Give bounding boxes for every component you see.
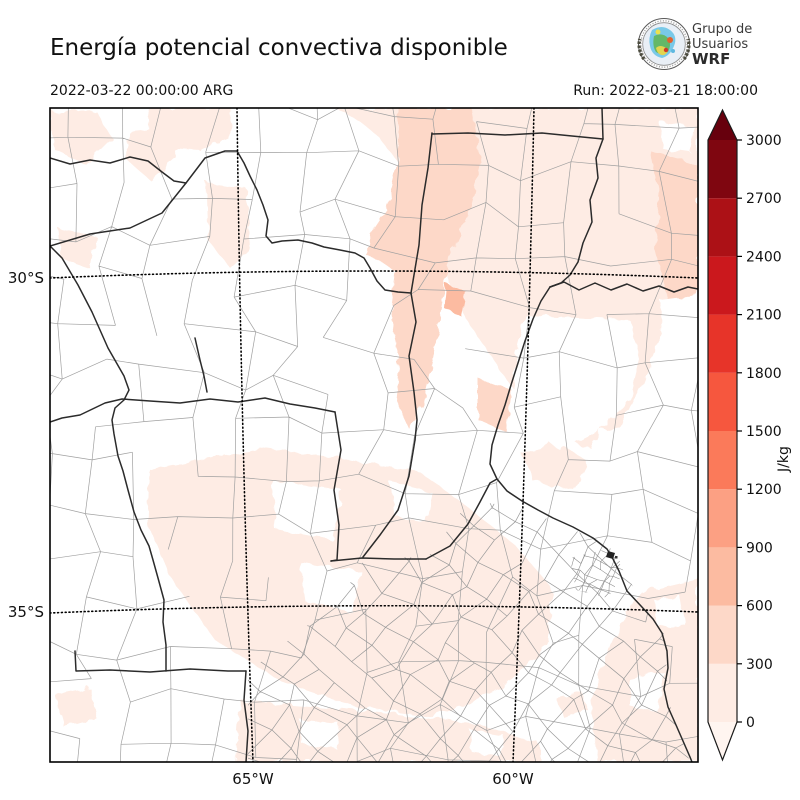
colorbar-segment [708, 605, 737, 664]
lon-label: 65°W [232, 770, 274, 788]
province-border [611, 556, 693, 762]
province-border [549, 281, 698, 293]
cape-patch-level-0 [520, 442, 588, 490]
province-border [489, 286, 613, 558]
cape-patch-level-2 [444, 284, 466, 316]
cape-clear-patch [660, 295, 698, 360]
latitude-axis-labels: 30°S 35°S [8, 269, 44, 621]
run-time-label: Run: 2022-03-21 18:00:00 [573, 83, 758, 99]
province-border [330, 557, 427, 562]
cape-clear-patch [470, 730, 505, 756]
lon-label: 60°W [492, 770, 534, 788]
colorbar-segment [708, 256, 737, 315]
cape-clear-patch [288, 118, 330, 156]
colorbar-segment [708, 314, 737, 373]
valid-time-label: 2022-03-22 00:00:00 ARG [50, 83, 233, 99]
cape-patch-level-0 [432, 736, 464, 762]
longitude-axis-labels: 65°W 60°W [232, 770, 534, 788]
province-border [243, 670, 249, 762]
province-border [330, 411, 342, 562]
cape-patch-level-0 [50, 110, 112, 164]
buenos-aires-city-marker [606, 551, 618, 559]
colorbar-tick-label: 1200 [746, 482, 782, 498]
province-boundaries [50, 108, 698, 762]
globe-icon [637, 18, 691, 70]
province-border [194, 337, 208, 393]
gridline-60W [512, 108, 535, 762]
province-border [425, 478, 498, 560]
logo-text-line2: Usuarios [692, 37, 748, 52]
colorbar-over-arrow [708, 110, 737, 140]
logo-text-wrf: WRF [692, 50, 730, 68]
province-border [50, 150, 238, 247]
colorbar-tick-label: 2700 [746, 191, 782, 207]
colorbar-tick-label: 1500 [746, 424, 782, 440]
colorbar-tick-label: 2100 [746, 308, 782, 324]
province-border [50, 397, 336, 423]
colorbar-segment [708, 372, 737, 431]
cape-patch-level-0 [55, 688, 96, 727]
cape-clear-patch [660, 122, 694, 152]
province-border [549, 108, 604, 288]
colorbar-segment [708, 489, 737, 548]
cape-clear-patch [630, 672, 664, 712]
gridline-30S [50, 270, 698, 279]
colorbar-tick-label: 600 [746, 599, 773, 615]
colorbar-tick-label: 900 [746, 540, 773, 556]
colorbar-segment [708, 140, 737, 199]
cape-clear-patch [272, 480, 342, 540]
colorbar-tick-label: 2400 [746, 249, 782, 265]
cape-clear-patch [300, 720, 340, 748]
lat-label: 30°S [8, 269, 44, 287]
cape-patch-level-1 [366, 108, 481, 430]
province-border [408, 132, 433, 441]
colorbar-segment [708, 547, 737, 606]
province-border [74, 650, 247, 673]
graticule-gridlines [50, 108, 698, 762]
province-border [431, 132, 604, 140]
colorbar-tick-label: 3000 [746, 133, 782, 149]
colorbar-tick-label: 300 [746, 657, 773, 673]
cape-clear-patch [515, 315, 640, 450]
map-border [49, 107, 699, 763]
province-border [236, 150, 412, 294]
cape-patch-level-0 [127, 128, 176, 180]
province-border [362, 439, 416, 558]
cape-patch-level-1 [478, 378, 512, 432]
lat-label: 35°S [8, 603, 44, 621]
cape-clear-patch [585, 420, 698, 585]
cape-patch-level-0 [556, 692, 588, 718]
colorbar-unit-label: J/kg [776, 446, 792, 473]
gridline-35S [50, 604, 698, 614]
colorbar-segment [708, 431, 737, 490]
cape-patch-level-0 [58, 228, 96, 268]
gridline-65W [236, 108, 254, 762]
colorbar-segment [708, 198, 737, 257]
province-border [50, 245, 167, 672]
colorbar-segment [708, 663, 737, 722]
colorbar-under-arrow [708, 722, 737, 760]
colorbar-tick-label: 1800 [746, 366, 782, 382]
colorbar-tick-label: 0 [746, 715, 755, 731]
cape-patch-level-0 [515, 622, 547, 648]
logo-text-line1: Grupo de [692, 22, 752, 37]
wrf-logo: Grupo de Usuarios WRF [637, 18, 752, 70]
cape-clear-patch [300, 562, 362, 612]
colorbar: 0 300 600 900 1200 1500 1800 2100 2400 2700 3000 J/… [707, 108, 792, 762]
page-title: Energía potencial convectiva disponible [50, 35, 508, 61]
province-border [50, 156, 187, 184]
